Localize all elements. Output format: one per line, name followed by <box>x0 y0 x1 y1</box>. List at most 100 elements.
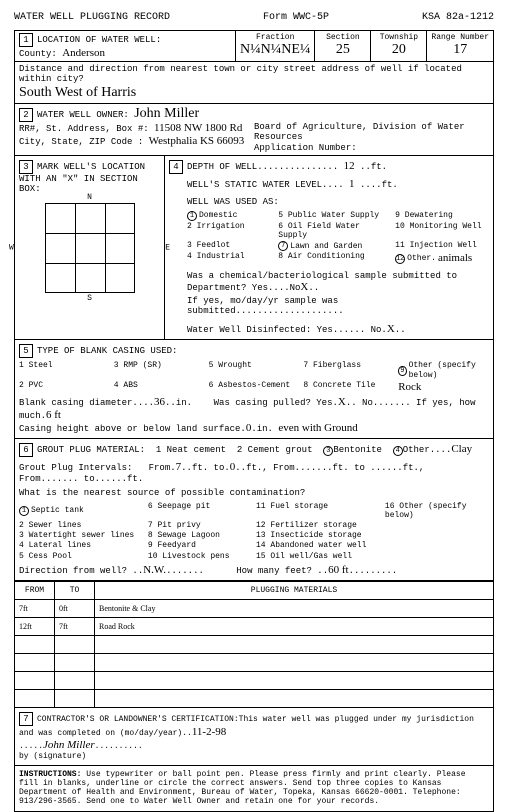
instr-text: Use typewriter or ball point pen. Please… <box>19 770 466 807</box>
static-unit: ft. <box>382 180 398 190</box>
chem-q: Was a chemical/bacteriological sample su… <box>187 271 457 293</box>
cert-date: 11-2-98 <box>192 726 226 738</box>
contam-6: 6 Seepage pit <box>148 502 252 520</box>
compass-w: W <box>9 243 14 252</box>
chem-sub: If yes, mo/day/yr sample was submitted <box>187 296 338 316</box>
contam-7: 7 Pit privy <box>148 521 252 530</box>
use-11: 11 Injection Well <box>395 241 489 251</box>
grout-other: Clay <box>451 443 472 455</box>
header-form: Form WWC-5P <box>263 12 329 24</box>
contam-14: 14 Abandoned water well <box>256 541 381 550</box>
use-9: 9 Dewatering <box>395 211 489 221</box>
header-title: WATER WELL PLUGGING RECORD <box>14 12 170 24</box>
use-6: 6 Oil Field Water Supply <box>278 222 389 240</box>
dist-label: Distance and direction from nearest town… <box>19 64 489 85</box>
casing-3: 3 RMP (SR) <box>114 361 205 379</box>
grout-from-lbl: From. <box>149 463 176 473</box>
casing-4: 4 ABS <box>114 381 205 394</box>
casing-7: 7 Fiberglass <box>303 361 394 379</box>
contam-10: 10 Livestock pens <box>148 552 252 561</box>
plugging-table: FROMTOPLUGGING MATERIALS 7ft0ftBentonite… <box>14 581 494 708</box>
casing-5: 5 Wrought <box>209 361 300 379</box>
static-label: WELL'S STATIC WATER LEVEL <box>187 180 322 190</box>
use-1-circle: 1 <box>187 211 197 221</box>
height-unit: in. <box>257 424 273 434</box>
section-grid <box>45 203 135 293</box>
addr-label: RR#, St. Address, Box #: <box>19 124 149 134</box>
use-10: 10 Monitoring Well <box>395 222 489 240</box>
plug-r1m: Bentonite & Clay <box>95 600 494 618</box>
casing-other: Rock <box>398 381 489 394</box>
mark-label: MARK WELL'S LOCATION WITH AN "X" IN SECT… <box>19 162 145 194</box>
contam-13: 13 Insecticide storage <box>256 531 381 540</box>
plug-r2t: 7ft <box>55 618 95 636</box>
section-label: Section <box>319 33 366 42</box>
casing-1: 1 Steel <box>19 361 110 379</box>
contam-2: 2 Sewer lines <box>19 521 144 530</box>
plug-from-hdr: FROM <box>15 582 55 600</box>
use-5: 5 Public Water Supply <box>278 211 389 221</box>
section-5-num: 5 <box>19 344 33 358</box>
use-12: Other. <box>407 254 436 263</box>
use-7: Lawn and Garden <box>290 242 362 251</box>
contam-q: What is the nearest source of possible c… <box>19 488 489 498</box>
section-val: 25 <box>319 42 366 58</box>
fraction-label: Fraction <box>240 33 310 42</box>
casing-8: 8 Concrete Tile <box>303 381 394 394</box>
plug-r1f: 7ft <box>15 600 55 618</box>
county-val: Anderson <box>62 47 105 59</box>
casing-9-circle: 9 <box>398 366 406 376</box>
grout-3-circle: 3 <box>323 446 333 456</box>
contam-5: 5 Cess Pool <box>19 552 144 561</box>
city-val: Westphalia KS 66093 <box>149 135 245 147</box>
range-val: 17 <box>431 42 489 58</box>
depth-unit: ft. <box>371 162 387 172</box>
chem-a: X <box>300 281 308 293</box>
cert-label: CONTRACTOR'S OR LANDOWNER'S CERTIFICATIO… <box>37 715 239 724</box>
plug-r2m: Road Rock <box>95 618 494 636</box>
section-4-num: 4 <box>169 160 183 174</box>
township-val: 20 <box>375 42 422 58</box>
diam-unit: in. <box>176 398 192 408</box>
compass-n: N <box>87 193 92 202</box>
used-label: WELL WAS USED AS: <box>187 197 489 207</box>
plug-r2f: 12ft <box>15 618 55 636</box>
cert-sig-lbl: by (signature) <box>19 752 86 761</box>
grout-2: 2 Cement grout <box>237 445 313 455</box>
static-val: 1 <box>349 178 355 190</box>
use-3: 3 Feedlot <box>187 241 272 251</box>
use-2: 2 Irrigation <box>187 222 272 240</box>
pull-amt: 6 ft <box>46 409 61 421</box>
plug-to-hdr: TO <box>55 582 95 600</box>
contam-8: 8 Sewage Lagoon <box>148 531 252 540</box>
contam-dir-lbl: Direction from well? .. <box>19 566 143 576</box>
board-label: Board of Agriculture, Division of Water … <box>254 122 489 143</box>
county-label: County: <box>19 49 57 59</box>
grout-from: 7 <box>176 461 182 473</box>
section-6-num: 6 <box>19 443 33 457</box>
diam-label: Blank casing diameter.... <box>19 398 154 408</box>
plug-mat-hdr: PLUGGING MATERIALS <box>95 582 494 600</box>
contam-4: 4 Lateral lines <box>19 541 144 550</box>
township-label: Township <box>375 33 422 42</box>
compass-e: E <box>165 243 170 252</box>
chem-dis: Water Well Disinfected: Yes...... No. <box>187 325 387 335</box>
header-ksa: KSA 82a-1212 <box>422 12 494 24</box>
grout-to-lbl: ft. to <box>192 463 224 473</box>
grout-4-circle: 4 <box>393 446 403 456</box>
use-8: 8 Air Conditioning <box>278 252 389 265</box>
loc-label: LOCATION OF WATER WELL: <box>37 35 161 45</box>
use-4: 4 Industrial <box>187 252 272 265</box>
instr-label: INSTRUCTIONS: <box>19 770 81 779</box>
plug-r1t: 0ft <box>55 600 95 618</box>
depth-label: DEPTH OF WELL <box>187 162 257 172</box>
grout-int-label: Grout Plug Intervals: <box>19 463 132 473</box>
contam-15: 15 Oil well/Gas well <box>256 552 381 561</box>
range-label: Range Number <box>431 33 489 42</box>
section-3-num: 3 <box>19 160 33 174</box>
casing-2: 2 PVC <box>19 381 110 394</box>
use-12-circle: 12 <box>395 254 405 264</box>
contam-dist-lbl: How many feet? .. <box>236 566 328 576</box>
height-label: Casing height above or below land surfac… <box>19 424 246 434</box>
cert-sig: John Miller <box>43 739 95 751</box>
